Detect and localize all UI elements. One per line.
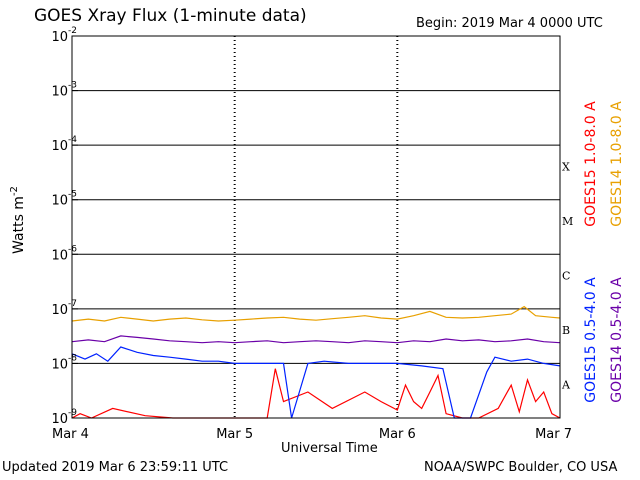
- y-tick-exponent: -7: [68, 299, 77, 309]
- y-axis-label-base: Watts m: [10, 196, 27, 254]
- series-line-1: [71, 305, 561, 322]
- legend-goes15-long: GOES15 1.0-8.0 A: [583, 101, 599, 227]
- y-tick-label: 10: [51, 30, 68, 45]
- legend-goes14-long: GOES14 1.0-8.0 A: [609, 101, 625, 227]
- y-tick-exponent: -9: [68, 408, 77, 418]
- x-tick-label: Mar 7: [535, 427, 572, 442]
- flare-class-label: C: [562, 270, 570, 283]
- y-tick-label: 10: [51, 194, 68, 209]
- series-line-3: [71, 335, 561, 344]
- plot-frame: [71, 35, 561, 419]
- legend-goes14-short: GOES14 0.5-4.0 A: [609, 277, 625, 403]
- flare-class-label: M: [562, 215, 573, 228]
- chart-title: GOES Xray Flux (1-minute data): [34, 6, 307, 26]
- y-tick-label: 10: [51, 303, 68, 318]
- y-tick-label: 10: [51, 85, 68, 100]
- series-line-2: [71, 346, 561, 419]
- legend-goes15-short: GOES15 0.5-4.0 A: [583, 277, 599, 403]
- y-tick-exponent: -6: [68, 244, 77, 254]
- updated-timestamp: Updated 2019 Mar 6 23:59:11 UTC: [2, 460, 229, 475]
- begin-time: Begin: 2019 Mar 4 0000 UTC: [416, 16, 603, 31]
- y-tick-exponent: -8: [68, 353, 77, 363]
- y-tick-exponent: -5: [68, 190, 77, 200]
- y-tick-exponent: -3: [68, 81, 77, 91]
- y-tick-exponent: -4: [68, 135, 77, 145]
- x-tick-label: Mar 4: [52, 427, 89, 442]
- x-tick-label: Mar 6: [379, 427, 416, 442]
- y-tick-exponent: -2: [68, 26, 77, 36]
- credit-text: NOAA/SWPC Boulder, CO USA: [424, 460, 618, 475]
- series-line-0: [71, 368, 561, 419]
- flare-class-label: B: [562, 324, 570, 337]
- y-tick-label: 10: [51, 139, 68, 154]
- y-axis-label: Watts m-2: [9, 186, 27, 254]
- y-axis-label-exponent: -2: [9, 186, 21, 197]
- y-tick-label: 10: [51, 357, 68, 372]
- y-tick-label: 10: [51, 412, 68, 427]
- y-tick-label: 10: [51, 248, 68, 263]
- flare-class-label: A: [561, 379, 571, 392]
- flare-class-label: X: [562, 160, 570, 173]
- x-axis-label: Universal Time: [281, 441, 378, 456]
- x-tick-label: Mar 5: [216, 427, 253, 442]
